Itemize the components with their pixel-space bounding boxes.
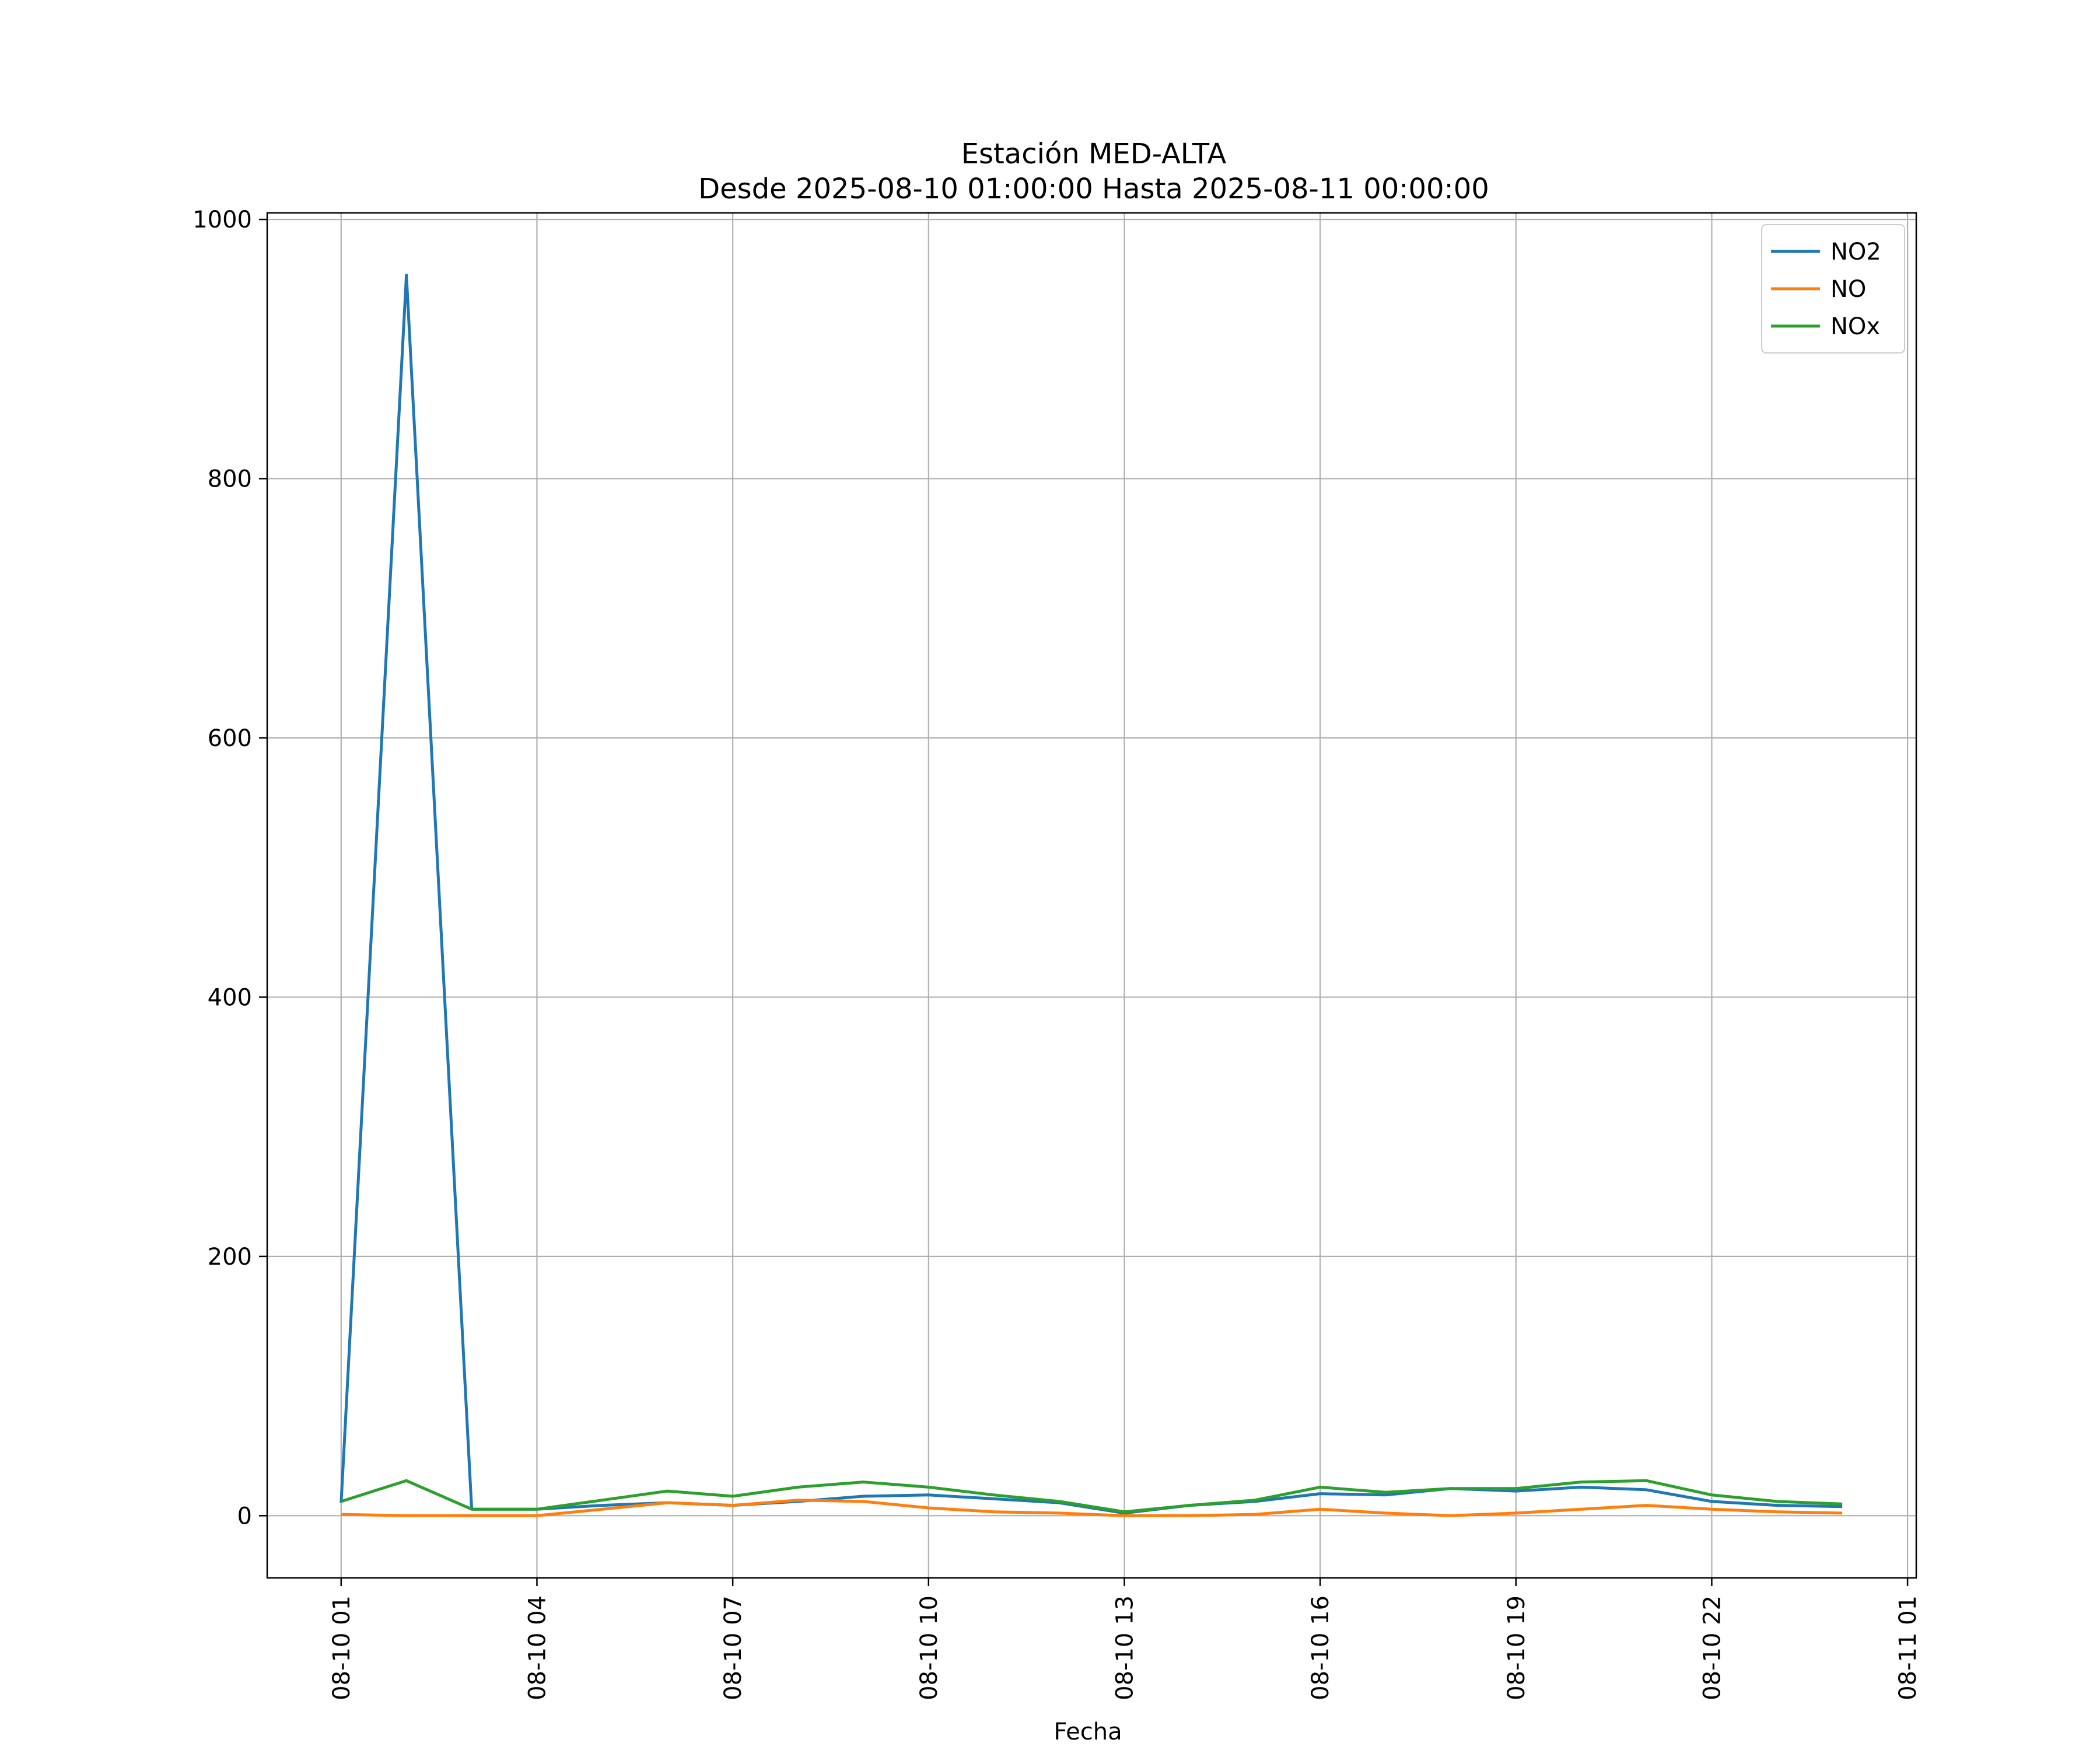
x-tick-label: 08-10 10 (916, 1595, 943, 1700)
x-tick-label: 08-11 01 (1895, 1595, 1922, 1700)
plot-frame (266, 212, 1917, 1579)
x-tick-label: 08-10 13 (1111, 1595, 1138, 1700)
x-tick-label: 08-10 01 (328, 1595, 355, 1700)
y-axis: 0 200 400 600 800 1000 (192, 206, 267, 1530)
series-line-no2 (340, 274, 1843, 1515)
x-tick-label: 08-10 04 (524, 1595, 551, 1700)
y-tick-label: 200 (208, 1244, 252, 1270)
series-line-nox (341, 1479, 1843, 1514)
legend-label-no2: NO2 (1831, 239, 1881, 265)
y-tick-label: 0 (237, 1503, 252, 1530)
series-line-no (341, 1499, 1843, 1517)
legend-label-no: NO (1831, 276, 1866, 303)
grid-lines (267, 213, 1916, 1578)
x-tick-label: 08-10 22 (1699, 1595, 1726, 1700)
series-lines (340, 274, 1843, 1517)
legend-label-nox: NOx (1831, 313, 1880, 340)
y-tick-label: 600 (208, 725, 252, 752)
x-tick-label: 08-10 07 (720, 1595, 747, 1700)
chart-title: Estación MED-ALTA (961, 138, 1227, 170)
y-tick-label: 400 (208, 984, 252, 1011)
chart-subtitle: Desde 2025-08-10 01:00:00 Hasta 2025-08-… (698, 173, 1489, 205)
x-axis: 08-10 01 08-10 04 08-10 07 08-10 10 08-10 13… (328, 1578, 1922, 1700)
x-axis-label: Fecha (1054, 1718, 1122, 1745)
legend: NO2 NO NOx (1761, 224, 1905, 354)
x-tick-label: 08-10 16 (1307, 1595, 1334, 1700)
y-tick-label: 800 (208, 466, 252, 493)
x-tick-label: 08-10 19 (1503, 1595, 1530, 1700)
y-tick-label: 1000 (192, 206, 252, 233)
legend-box (1761, 224, 1905, 354)
